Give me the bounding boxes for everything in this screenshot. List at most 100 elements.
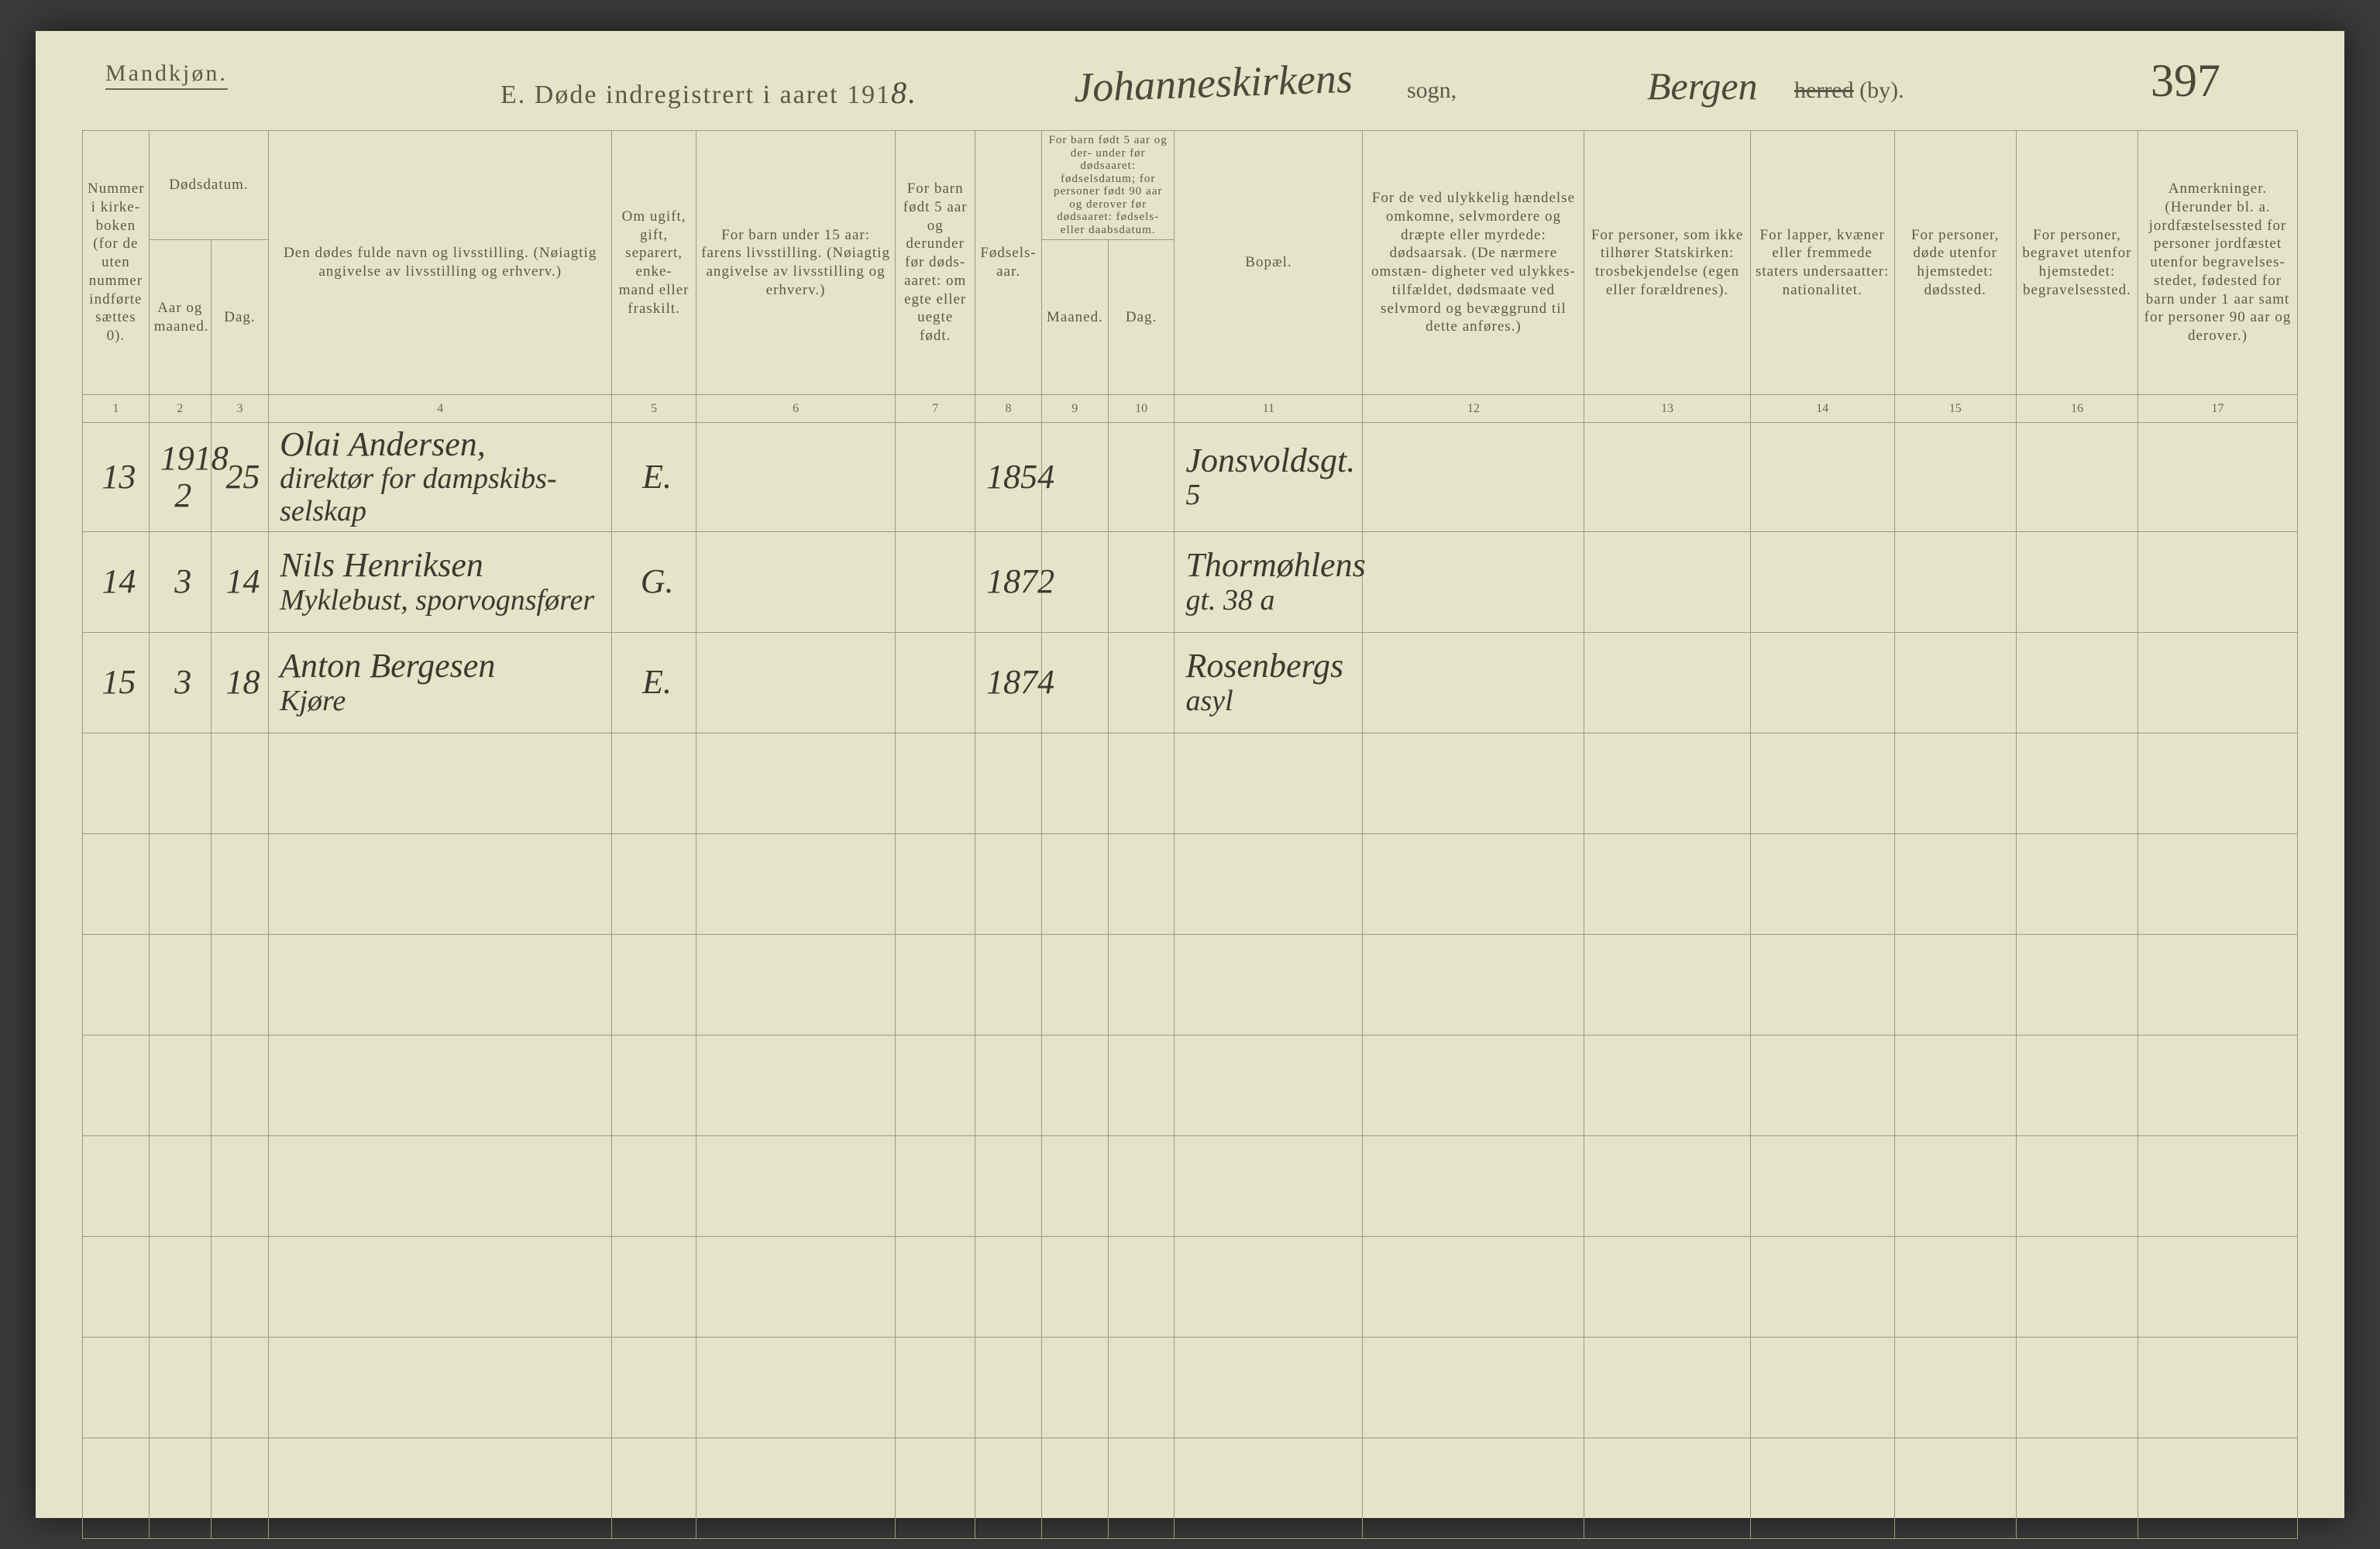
cell-blank	[1041, 733, 1108, 833]
col-header: For barn født 5 aar og der- under før dø…	[1041, 131, 1175, 240]
col-header: For personer, begravet utenfor hjemstede…	[2016, 131, 2138, 395]
cell	[2016, 531, 2138, 632]
cell-blank	[83, 1337, 150, 1437]
cell-blank	[1584, 1437, 1750, 1538]
page-header: Mandkjøn. E. Døde indregistrert i aaret …	[82, 70, 2298, 116]
cell-blank	[612, 733, 696, 833]
cell: 3	[149, 632, 211, 733]
cell-blank	[1175, 1135, 1363, 1236]
table-row-blank	[83, 1236, 2298, 1337]
cell-blank	[1041, 934, 1108, 1035]
cell-blank	[149, 1135, 211, 1236]
cell-blank	[2016, 1337, 2138, 1437]
colnum: 5	[612, 395, 696, 423]
cell-blank	[149, 1035, 211, 1135]
cell: 14	[83, 531, 150, 632]
cell-blank	[896, 934, 975, 1035]
table-row-blank	[83, 833, 2298, 934]
cell-blank	[1363, 1337, 1584, 1437]
cell-blank	[83, 733, 150, 833]
cell-blank	[1750, 833, 1894, 934]
cell: 19182	[149, 423, 211, 532]
cell-blank	[1108, 1437, 1175, 1538]
cell-blank	[696, 1236, 895, 1337]
cell-blank	[1750, 1135, 1894, 1236]
cell-blank	[2016, 1035, 2138, 1135]
cell-blank	[1750, 1035, 1894, 1135]
table-row-blank	[83, 934, 2298, 1035]
cell-blank	[896, 1035, 975, 1135]
cell: 15	[83, 632, 150, 733]
cell-blank	[1108, 1035, 1175, 1135]
cell-blank	[1041, 1135, 1108, 1236]
cell	[696, 423, 895, 532]
cell-blank	[612, 1437, 696, 1538]
district-suffix: (by).	[1854, 77, 1904, 103]
cell-blank	[1894, 1236, 2016, 1337]
cell-blank	[1894, 1437, 2016, 1538]
cell-blank	[269, 934, 612, 1035]
cell-blank	[1750, 1437, 1894, 1538]
cell-blank	[1041, 1437, 1108, 1538]
cell-blank	[612, 1236, 696, 1337]
colnum: 4	[269, 395, 612, 423]
district-strike: herred	[1794, 77, 1854, 103]
col-header: Aar og maaned.	[149, 240, 211, 395]
cell-blank	[1894, 1337, 2016, 1437]
cell-blank	[896, 1337, 975, 1437]
cell-blank	[612, 1135, 696, 1236]
cell-blank	[896, 1135, 975, 1236]
col-header: Nummer i kirke- boken (for de uten numme…	[83, 131, 150, 395]
table-row: 15318Anton BergesenKjøreE.1874Rosenbergs…	[83, 632, 2298, 733]
ledger-page: Mandkjøn. E. Døde indregistrert i aaret …	[36, 31, 2344, 1518]
cell-blank	[1175, 1437, 1363, 1538]
cell	[1584, 531, 1750, 632]
cell-blank	[696, 934, 895, 1035]
cell-blank	[1584, 733, 1750, 833]
cell: E.	[612, 423, 696, 532]
cell-blank	[2138, 1135, 2298, 1236]
cell-blank	[2138, 1437, 2298, 1538]
col-header: Bopæl.	[1175, 131, 1363, 395]
cell	[1108, 423, 1175, 532]
cell: Olai Andersen,direktør for dampskibs- se…	[269, 423, 612, 532]
cell-blank	[1175, 1035, 1363, 1135]
colnum: 2	[149, 395, 211, 423]
col-header: Dag.	[211, 240, 268, 395]
cell: E.	[612, 632, 696, 733]
cell-blank	[1894, 833, 2016, 934]
cell-blank	[975, 1135, 1042, 1236]
cell-blank	[2016, 1135, 2138, 1236]
cell-blank	[1108, 1337, 1175, 1437]
cell-blank	[2138, 733, 2298, 833]
colnum: 14	[1750, 395, 1894, 423]
colnum: 1	[83, 395, 150, 423]
cell-blank	[1363, 1135, 1584, 1236]
cell-blank	[896, 833, 975, 934]
cell: Rosenbergsasyl	[1175, 632, 1363, 733]
cell-blank	[269, 1236, 612, 1337]
cell-blank	[1750, 733, 1894, 833]
cell-blank	[2016, 934, 2138, 1035]
cell: Anton BergesenKjøre	[269, 632, 612, 733]
cell-blank	[975, 1337, 1042, 1437]
cell-blank	[612, 833, 696, 934]
cell: 3	[149, 531, 211, 632]
cell	[1363, 531, 1584, 632]
cell-blank	[149, 934, 211, 1035]
cell-blank	[1363, 733, 1584, 833]
cell-blank	[1584, 1236, 1750, 1337]
cell-blank	[1363, 1437, 1584, 1538]
parish-name-handwritten: Johanneskirkens	[1073, 54, 1353, 112]
cell: Nils HenriksenMyklebust, sporvognsfører	[269, 531, 612, 632]
cell	[896, 531, 975, 632]
cell-blank	[83, 1035, 150, 1135]
cell-blank	[975, 1437, 1042, 1538]
cell-blank	[83, 833, 150, 934]
cell-blank	[1894, 1135, 2016, 1236]
cell-blank	[211, 1236, 268, 1337]
cell	[1894, 423, 2016, 532]
cell-blank	[1108, 1236, 1175, 1337]
cell	[1584, 423, 1750, 532]
cell-blank	[975, 1236, 1042, 1337]
